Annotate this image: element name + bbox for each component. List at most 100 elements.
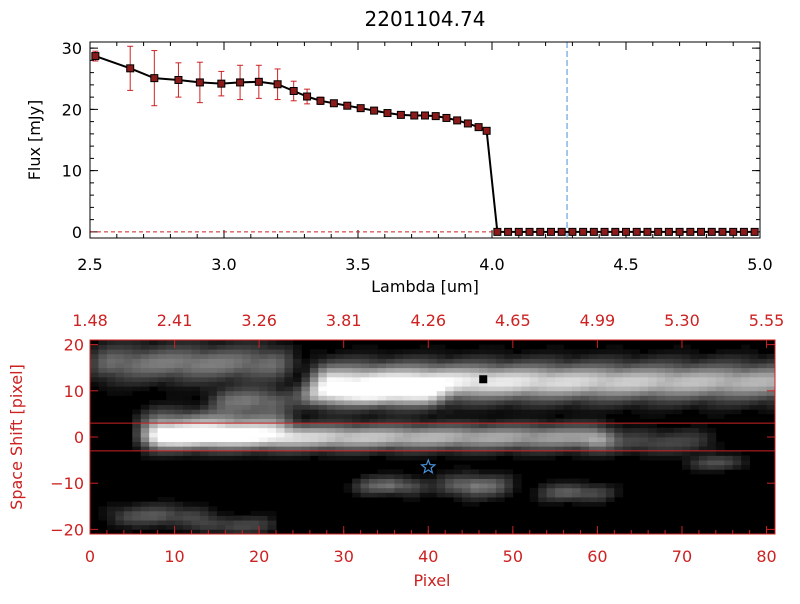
heatmap-cell [462,441,471,447]
heatmap-cell [605,432,615,438]
heatmap-cell [191,363,201,369]
heatmap-cell [284,381,294,387]
heatmap-cell [580,400,590,406]
heatmap-cell [199,340,209,346]
heatmap-cell [622,450,632,456]
heatmap-cell [741,353,751,359]
heatmap-cell [741,390,751,396]
heatmap-cell [555,483,564,489]
heatmap-cell [90,372,99,378]
heatmap-cell [487,376,497,382]
heatmap-cell [411,497,421,503]
heatmap-cell [563,358,573,364]
heatmap-cell [445,450,455,456]
heatmap-cell [453,372,463,378]
heatmap-cell [436,363,446,369]
heatmap-cell [741,395,751,401]
heatmap-cell [436,473,446,479]
heatmap-cell [614,367,624,373]
heatmap-cell [343,432,353,438]
heatmap-cell [115,524,125,530]
heatmap-cell [639,432,649,438]
heatmap-cell [157,423,167,429]
heatmap-cell [690,437,700,443]
heatmap-cell [259,363,268,369]
heatmap-cell [681,404,691,410]
heatmap-cell [318,367,328,373]
heatmap-cell [614,446,624,452]
heatmap-cell [140,446,150,452]
heatmap-x-tick-label: 20 [249,547,269,566]
heatmap-cell [301,413,311,419]
heatmap-cell [597,487,607,493]
heatmap-cell [470,446,480,452]
heatmap-cell [276,413,285,419]
heatmap-cell [707,460,717,466]
heatmap-cell [199,404,209,410]
heatmap-cell [707,446,717,452]
heatmap-cell [242,358,252,364]
heatmap-cell [614,353,624,359]
heatmap-cell [588,358,598,364]
heatmap-cell [411,418,421,424]
heatmap-cell [267,358,277,364]
heatmap-cell [521,358,531,364]
heatmap-cell [115,501,125,507]
heatmap-cell [436,432,446,438]
heatmap-cell [487,344,497,350]
heatmap-cell [673,372,683,378]
heatmap-cell [698,363,708,369]
heatmap-cell [326,446,336,452]
heatmap-cell [479,413,488,419]
heatmap-cell [183,404,192,410]
heatmap-cell [149,423,159,429]
heatmap-cell [335,409,345,415]
heatmap-cell [343,446,353,452]
heatmap-cell [538,492,548,498]
heatmap-cell [639,381,649,387]
heatmap-cell [436,400,446,406]
heatmap-cell [106,386,116,392]
heatmap-cell [555,381,564,387]
heatmap-cell [715,441,725,447]
heatmap-cell [512,376,522,382]
heatmap-cell [673,450,683,456]
heatmap-cell [512,446,522,452]
heatmap-cell [394,376,404,382]
heatmap-cell [445,400,455,406]
heatmap-cell [597,492,607,498]
heatmap-cell [259,524,268,530]
heatmap-cell [115,376,125,382]
heatmap-cell [504,349,514,355]
heatmap-cell [546,423,556,429]
heatmap-cell [259,395,268,401]
heatmap-cell [166,520,175,526]
heatmap-cell [166,376,175,382]
heatmap-cell [572,413,581,419]
heatmap-cell [614,381,624,387]
heatmap-cell [140,418,150,424]
heatmap-cell [369,483,378,489]
heatmap-cell [216,437,226,443]
heatmap-cell [504,441,514,447]
heatmap-cell [360,473,370,479]
heatmap-cell [157,353,167,359]
heatmap-cell [352,487,362,493]
heatmap-cell [538,487,548,493]
heatmap-cell [479,353,488,359]
heatmap-cell [352,418,362,424]
data-point [482,126,491,135]
heatmap-cell [732,395,742,401]
heatmap-cell [106,358,116,364]
heatmap-cell [766,353,776,359]
heatmap-cell [309,450,319,456]
heatmap-cell [411,423,421,429]
heatmap-cell [487,418,497,424]
heatmap-cell [648,423,658,429]
heatmap-cell [309,409,319,415]
heatmap-cell [250,363,260,369]
heatmap-cell [462,390,471,396]
heatmap-cell [597,400,607,406]
heatmap-cell [208,400,218,406]
heatmap-cell [512,437,522,443]
